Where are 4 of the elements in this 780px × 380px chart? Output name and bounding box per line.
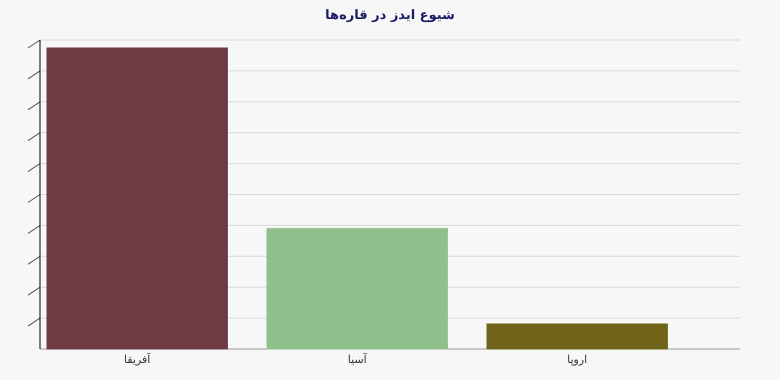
x-tick-label: آسیا [348, 352, 368, 366]
chart-title: شیوع ایدز در قاره‌ها [325, 8, 455, 23]
x-tick-label: آفریقا [124, 352, 152, 366]
x-tick-label: اروپا [567, 353, 588, 366]
